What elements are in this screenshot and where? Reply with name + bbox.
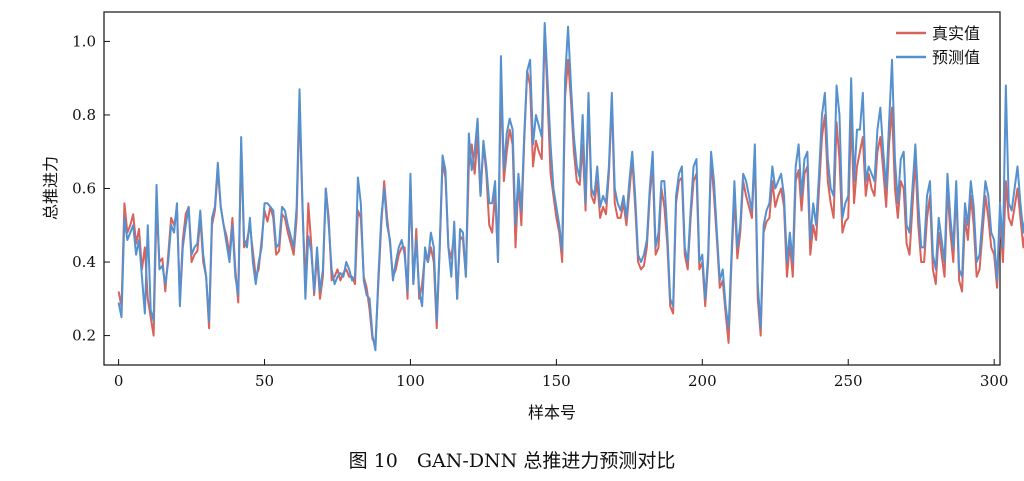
series-layer <box>117 22 1024 352</box>
series-line-1 <box>117 22 1024 352</box>
y-tick-label-4: 1.0 <box>72 32 96 50</box>
y-axis-label: 总推进力 <box>41 156 60 220</box>
x-tick-label-200: 200 <box>688 372 717 390</box>
legend-label-0: 真实值 <box>932 24 980 43</box>
y-tick-label-3: 0.8 <box>72 106 96 124</box>
x-tick-label-100: 100 <box>396 372 425 390</box>
y-tick-label-1: 0.4 <box>72 253 96 271</box>
legend-label-1: 预测值 <box>932 48 980 67</box>
y-tick-label-0: 0.2 <box>72 327 96 345</box>
x-axis-label: 样本号 <box>528 403 576 422</box>
x-tick-label-250: 250 <box>834 372 863 390</box>
y-tick-label-2: 0.6 <box>72 180 96 198</box>
x-tick-label-150: 150 <box>542 372 571 390</box>
tick-layer: 0 50 100 150 200 250 300 0.2 0.4 0.6 0.8 1.0 <box>72 32 1008 390</box>
x-tick-label-300: 300 <box>980 372 1009 390</box>
figure-caption: 图 10 GAN-DNN 总推进力预测对比 <box>348 450 676 472</box>
x-tick-label-0: 0 <box>114 372 124 390</box>
x-tick-label-50: 50 <box>255 372 274 390</box>
chart: 0 50 100 150 200 250 300 0.2 0.4 0.6 0.8 1.0 样本号 总推… <box>41 11 1024 422</box>
